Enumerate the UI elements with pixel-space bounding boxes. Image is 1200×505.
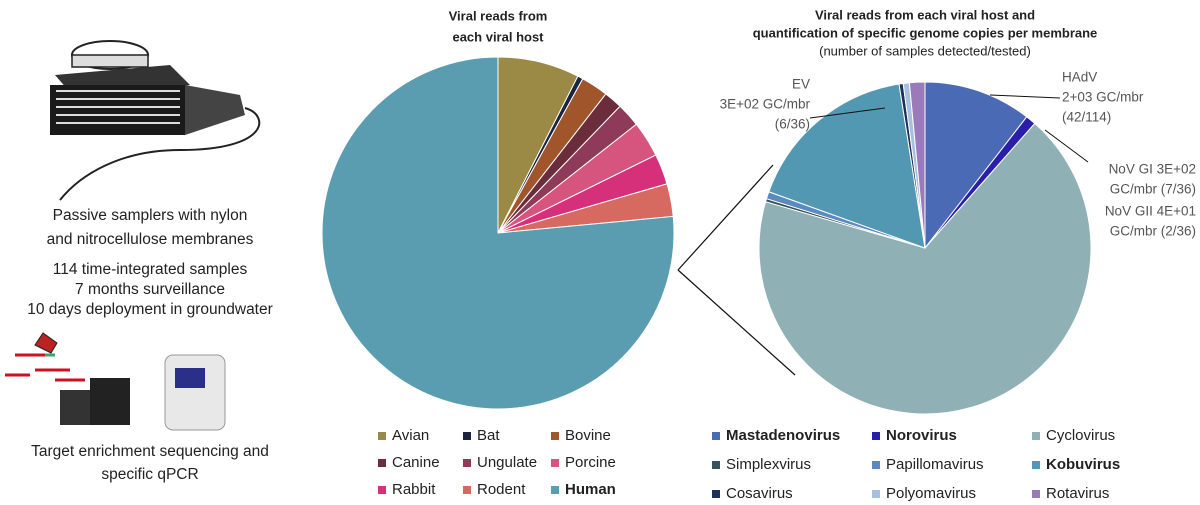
annotation: EV — [792, 77, 810, 92]
connector-lines — [677, 164, 796, 376]
legend-label: Cosavirus — [726, 485, 793, 502]
leader-line — [809, 107, 886, 119]
pie-slice — [768, 83, 926, 249]
legend-swatch — [551, 486, 559, 494]
legend-swatch — [712, 432, 720, 440]
legend-swatch — [463, 486, 471, 494]
legend-label: Norovirus — [886, 427, 957, 444]
legend-swatch — [712, 461, 720, 469]
leader-line — [1044, 129, 1089, 163]
legend-label: Avian — [392, 427, 429, 444]
legend-swatch — [1032, 490, 1040, 498]
pie-slice — [321, 56, 675, 410]
legend-label: Canine — [392, 454, 440, 471]
legend-label: Ungulate — [477, 454, 537, 471]
chart-title: each viral host — [452, 29, 544, 44]
legend-label: Cyclovirus — [1046, 427, 1115, 444]
caption: Passive samplers with nylon — [53, 207, 248, 224]
legend-label: Kobuvirus — [1046, 456, 1120, 473]
legend-label: Porcine — [565, 454, 616, 471]
annotation: (42/114) — [1062, 110, 1111, 125]
legend-swatch — [378, 459, 386, 467]
legend-label: Simplexvirus — [726, 456, 811, 473]
pie-slice — [758, 122, 1092, 415]
legend-swatch — [378, 486, 386, 494]
legend-swatch — [872, 432, 880, 440]
chart-title: Viral reads from — [449, 8, 548, 23]
legend-label: Rabbit — [392, 481, 436, 498]
chart-title: quantification of specific genome copies… — [753, 25, 1098, 40]
legend-label: Rodent — [477, 481, 526, 498]
legend-swatch — [463, 459, 471, 467]
caption: Target enrichment sequencing and — [31, 443, 269, 460]
legend-label: Rotavirus — [1046, 485, 1109, 502]
chart-title: Viral reads from each viral host and — [815, 7, 1035, 22]
legend-label: Papillomavirus — [886, 456, 984, 473]
pie-slice — [924, 81, 1028, 250]
sampler-icon — [50, 40, 261, 201]
chart-subtitle: (number of samples detected/tested) — [819, 43, 1031, 58]
pie-slice — [908, 81, 926, 249]
legend-swatch — [872, 490, 880, 498]
legend-label: Mastadenovirus — [726, 427, 840, 444]
annotation: (6/36) — [775, 117, 810, 132]
stat: 114 time-integrated samples — [53, 261, 248, 278]
legend-swatch — [378, 432, 386, 440]
legend-swatch — [872, 461, 880, 469]
caption: and nitrocellulose membranes — [47, 231, 254, 248]
sequencing-icon — [5, 332, 226, 431]
legend-label: Human — [565, 481, 616, 498]
annotation: HAdV — [1062, 70, 1097, 85]
stat: 7 months surveillance — [75, 281, 225, 298]
annotation: NoV GI 3E+02 — [1109, 162, 1196, 177]
legend-label: Bovine — [565, 427, 611, 444]
caption: specific qPCR — [101, 466, 198, 483]
leader-line — [989, 94, 1061, 99]
legend-swatch — [463, 432, 471, 440]
legend-swatch — [1032, 432, 1040, 440]
legend-label: Polyomavirus — [886, 485, 976, 502]
legend-swatch — [1032, 461, 1040, 469]
annotation: NoV GII 4E+01 — [1105, 204, 1196, 219]
annotation: GC/mbr (7/36) — [1110, 182, 1196, 197]
legend-swatch — [712, 490, 720, 498]
annotation: GC/mbr (2/36) — [1110, 224, 1196, 239]
legend-label: Bat — [477, 427, 500, 444]
legend-swatch — [551, 432, 559, 440]
annotation: 2+03 GC/mbr — [1062, 90, 1144, 105]
annotation: 3E+02 GC/mbr — [720, 97, 811, 112]
legend-swatch — [551, 459, 559, 467]
stat: 10 days deployment in groundwater — [27, 301, 273, 318]
